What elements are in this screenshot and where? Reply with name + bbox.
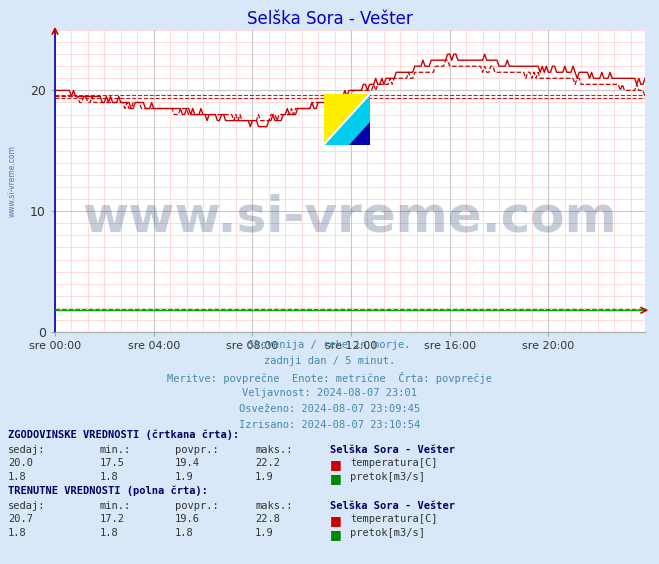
Text: Meritve: povprečne  Enote: metrične  Črta: povprečje: Meritve: povprečne Enote: metrične Črta:… [167,372,492,384]
Text: 1.9: 1.9 [175,472,194,482]
Text: 1.9: 1.9 [255,528,273,538]
Text: 1.9: 1.9 [255,472,273,482]
Text: maks.:: maks.: [255,445,293,455]
Text: sedaj:: sedaj: [8,445,45,455]
Text: 1.8: 1.8 [100,528,119,538]
Text: 1.8: 1.8 [8,472,27,482]
Text: 22.8: 22.8 [255,514,280,524]
Text: 19.6: 19.6 [175,514,200,524]
Polygon shape [324,94,370,145]
Text: Veljavnost: 2024-08-07 23:01: Veljavnost: 2024-08-07 23:01 [242,388,417,398]
Text: 22.2: 22.2 [255,458,280,468]
Text: zadnji dan / 5 minut.: zadnji dan / 5 minut. [264,356,395,366]
Text: 19.4: 19.4 [175,458,200,468]
Text: min.:: min.: [100,445,131,455]
Text: ZGODOVINSKE VREDNOSTI (črtkana črta):: ZGODOVINSKE VREDNOSTI (črtkana črta): [8,430,239,440]
Text: Selška Sora - Vešter: Selška Sora - Vešter [330,501,455,511]
Text: Selška Sora - Vešter: Selška Sora - Vešter [246,10,413,28]
Text: pretok[m3/s]: pretok[m3/s] [350,528,425,538]
Text: Selška Sora - Vešter: Selška Sora - Vešter [330,445,455,455]
Text: pretok[m3/s]: pretok[m3/s] [350,472,425,482]
Text: Osveženo: 2024-08-07 23:09:45: Osveženo: 2024-08-07 23:09:45 [239,404,420,414]
Polygon shape [324,94,370,145]
Text: temperatura[C]: temperatura[C] [350,514,438,524]
Text: www.si-vreme.com: www.si-vreme.com [7,145,16,217]
Text: TRENUTNE VREDNOSTI (polna črta):: TRENUTNE VREDNOSTI (polna črta): [8,486,208,496]
Text: 1.8: 1.8 [8,528,27,538]
Text: ■: ■ [330,514,342,527]
Polygon shape [349,122,370,145]
Text: min.:: min.: [100,501,131,511]
Text: 1.8: 1.8 [175,528,194,538]
Text: povpr.:: povpr.: [175,445,219,455]
Text: povpr.:: povpr.: [175,501,219,511]
Text: temperatura[C]: temperatura[C] [350,458,438,468]
Text: ■: ■ [330,472,342,485]
Text: 1.8: 1.8 [100,472,119,482]
Text: 20.7: 20.7 [8,514,33,524]
Text: www.si-vreme.com: www.si-vreme.com [82,193,617,241]
Text: 17.5: 17.5 [100,458,125,468]
Text: ■: ■ [330,458,342,471]
Text: 20.0: 20.0 [8,458,33,468]
Text: 17.2: 17.2 [100,514,125,524]
Text: maks.:: maks.: [255,501,293,511]
Text: Izrisano: 2024-08-07 23:10:54: Izrisano: 2024-08-07 23:10:54 [239,420,420,430]
Text: Slovenija / reke in morje.: Slovenija / reke in morje. [248,340,411,350]
Text: sedaj:: sedaj: [8,501,45,511]
Text: ■: ■ [330,528,342,541]
